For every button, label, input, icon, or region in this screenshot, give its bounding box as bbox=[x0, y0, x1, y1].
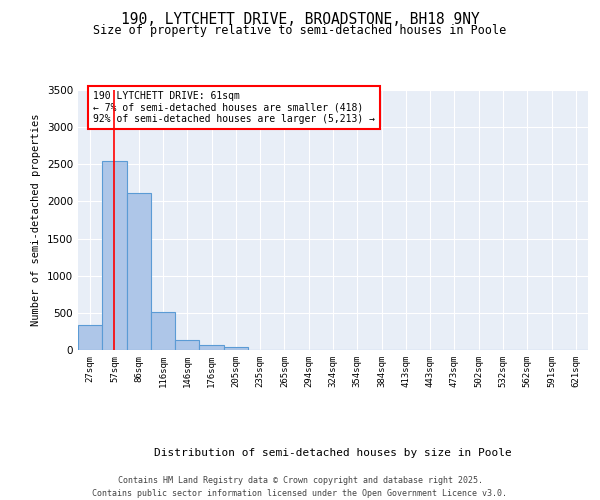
Bar bbox=[199, 345, 224, 350]
Bar bbox=[151, 312, 175, 350]
Text: 190, LYTCHETT DRIVE, BROADSTONE, BH18 9NY: 190, LYTCHETT DRIVE, BROADSTONE, BH18 9N… bbox=[121, 12, 479, 28]
Y-axis label: Number of semi-detached properties: Number of semi-detached properties bbox=[31, 114, 41, 326]
Text: Contains HM Land Registry data © Crown copyright and database right 2025.
Contai: Contains HM Land Registry data © Crown c… bbox=[92, 476, 508, 498]
Bar bbox=[127, 194, 151, 350]
Text: Size of property relative to semi-detached houses in Poole: Size of property relative to semi-detach… bbox=[94, 24, 506, 37]
Bar bbox=[102, 162, 127, 350]
Bar bbox=[78, 326, 102, 350]
Text: 190 LYTCHETT DRIVE: 61sqm
← 7% of semi-detached houses are smaller (418)
92% of : 190 LYTCHETT DRIVE: 61sqm ← 7% of semi-d… bbox=[94, 92, 376, 124]
Bar bbox=[175, 340, 199, 350]
Bar bbox=[224, 347, 248, 350]
Text: Distribution of semi-detached houses by size in Poole: Distribution of semi-detached houses by … bbox=[154, 448, 512, 458]
